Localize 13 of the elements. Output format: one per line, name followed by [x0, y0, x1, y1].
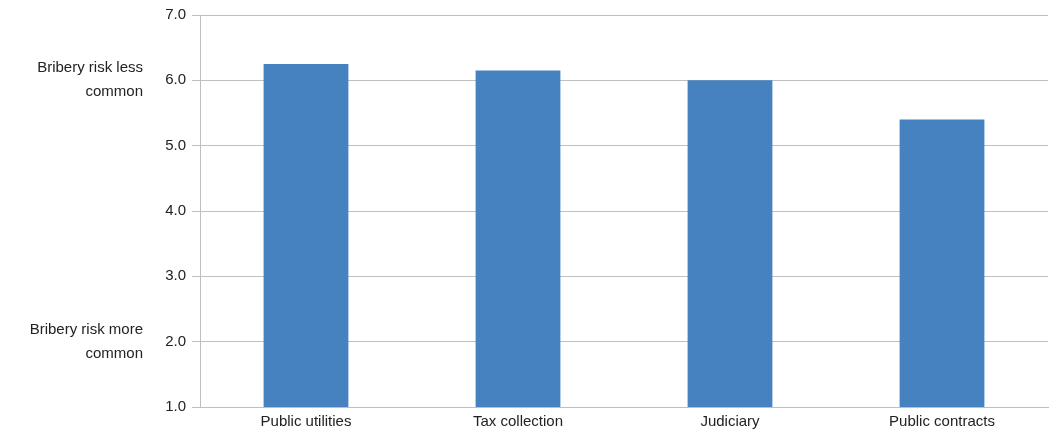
- y-tick-label: 3.0: [165, 266, 186, 284]
- text: Bribery risk less common: [37, 58, 143, 100]
- y-tick-label: 2.0: [165, 331, 186, 349]
- y-tick-label: 5.0: [165, 135, 186, 153]
- y-tick-label: 4.0: [165, 201, 186, 219]
- y-tick-label: 7.0: [165, 5, 186, 23]
- x-tick-label: Judiciary: [700, 412, 761, 430]
- x-tick-label: Public utilities: [260, 412, 352, 430]
- y-tick-label: 6.0: [165, 70, 186, 88]
- x-tick-label: Public contracts: [889, 412, 995, 430]
- text: Bribery risk more common: [29, 319, 143, 361]
- y-tick-label: 1.0: [165, 397, 186, 415]
- x-tick-label: Tax collection: [472, 412, 564, 430]
